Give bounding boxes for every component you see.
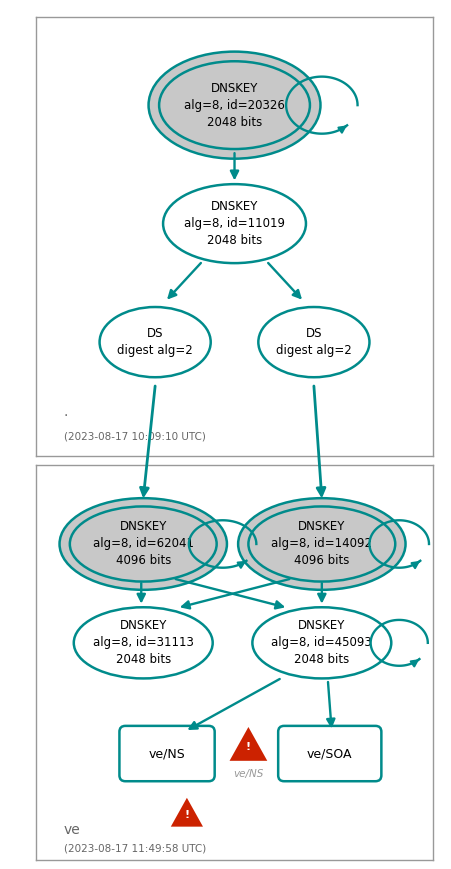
Text: DNSKEY
alg=8, id=20326
2048 bits: DNSKEY alg=8, id=20326 2048 bits <box>184 82 285 129</box>
Ellipse shape <box>148 51 321 159</box>
Text: ve/NS: ve/NS <box>233 769 263 779</box>
Ellipse shape <box>258 307 369 377</box>
Text: DNSKEY
alg=8, id=31113
2048 bits: DNSKEY alg=8, id=31113 2048 bits <box>93 620 193 667</box>
Text: !: ! <box>184 810 189 819</box>
Text: DNSKEY
alg=8, id=45093
2048 bits: DNSKEY alg=8, id=45093 2048 bits <box>272 620 372 667</box>
Text: DNSKEY
alg=8, id=62041
4096 bits: DNSKEY alg=8, id=62041 4096 bits <box>93 521 194 567</box>
FancyBboxPatch shape <box>120 726 215 781</box>
Ellipse shape <box>238 498 405 590</box>
Ellipse shape <box>70 507 216 581</box>
Ellipse shape <box>253 607 391 679</box>
Ellipse shape <box>60 498 227 590</box>
Ellipse shape <box>74 607 213 679</box>
Text: ve/SOA: ve/SOA <box>307 747 353 760</box>
Text: (2023-08-17 10:09:10 UTC): (2023-08-17 10:09:10 UTC) <box>64 432 206 441</box>
Text: (2023-08-17 11:49:58 UTC): (2023-08-17 11:49:58 UTC) <box>64 844 206 853</box>
Ellipse shape <box>163 184 306 263</box>
Polygon shape <box>228 725 269 762</box>
FancyBboxPatch shape <box>278 726 382 781</box>
Text: ve/NS: ve/NS <box>149 747 185 760</box>
Text: DNSKEY
alg=8, id=14092
4096 bits: DNSKEY alg=8, id=14092 4096 bits <box>272 521 373 567</box>
Text: DS
digest alg=2: DS digest alg=2 <box>117 327 193 357</box>
Text: DNSKEY
alg=8, id=11019
2048 bits: DNSKEY alg=8, id=11019 2048 bits <box>184 200 285 247</box>
Text: DS
digest alg=2: DS digest alg=2 <box>276 327 352 357</box>
Text: .: . <box>64 405 68 420</box>
Ellipse shape <box>159 61 310 149</box>
Text: ve: ve <box>64 823 81 837</box>
Ellipse shape <box>100 307 211 377</box>
Polygon shape <box>169 796 205 827</box>
Text: !: ! <box>246 742 251 752</box>
Ellipse shape <box>249 507 395 581</box>
